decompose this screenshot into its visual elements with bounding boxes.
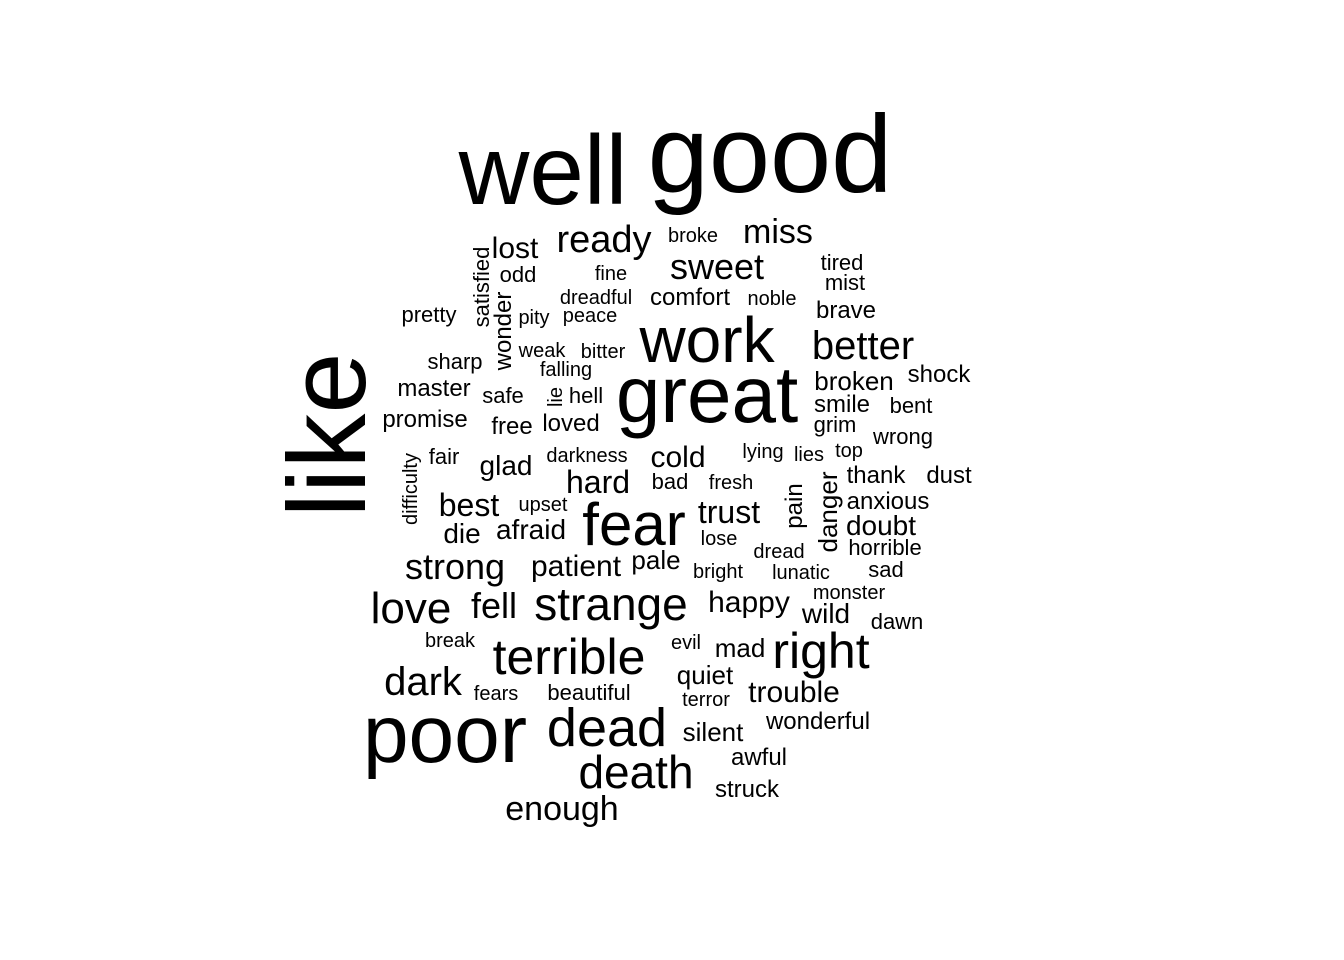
- word-dread: dread: [753, 541, 805, 563]
- word-trouble: trouble: [748, 676, 840, 709]
- word-mist: mist: [824, 270, 866, 295]
- word-sad: sad: [868, 557, 904, 582]
- word-terrible: terrible: [492, 629, 646, 685]
- word-grim: grim: [813, 412, 857, 437]
- word-master: master: [397, 375, 471, 402]
- word-lose: lose: [700, 528, 738, 550]
- word-awful: awful: [730, 744, 788, 771]
- word-fell: fell: [470, 585, 518, 626]
- word-strange: strange: [534, 578, 688, 630]
- word-well: well: [458, 115, 628, 225]
- word-wrong: wrong: [873, 424, 933, 449]
- word-dawn: dawn: [870, 609, 924, 634]
- word-death: death: [578, 746, 694, 798]
- word-sweet: sweet: [669, 246, 765, 287]
- word-ready: ready: [556, 219, 652, 261]
- word-falling: falling: [539, 359, 593, 381]
- word-afraid: afraid: [495, 514, 567, 545]
- word-comfort: comfort: [649, 284, 731, 311]
- word-fine: fine: [594, 263, 628, 285]
- word-anxious: anxious: [846, 488, 930, 515]
- word-noble: noble: [747, 288, 797, 310]
- word-mad: mad: [714, 633, 766, 663]
- word-difficulty: difficulty: [400, 453, 422, 525]
- word-doubt: doubt: [845, 510, 917, 541]
- word-bright: bright: [692, 561, 744, 583]
- word-dark: dark: [384, 660, 462, 704]
- word-weak: weak: [518, 340, 566, 362]
- word-hell: hell: [568, 383, 604, 408]
- word-horrible: horrible: [848, 535, 922, 560]
- word-cold: cold: [650, 441, 706, 474]
- word-sharp: sharp: [427, 349, 483, 374]
- word-glad: glad: [479, 450, 533, 481]
- word-love: love: [370, 584, 452, 633]
- word-break: break: [424, 630, 476, 652]
- word-work: work: [639, 304, 775, 376]
- word-shock: shock: [907, 361, 971, 388]
- word-upset: upset: [518, 494, 568, 516]
- word-miss: miss: [743, 213, 813, 251]
- word-great: great: [615, 350, 799, 439]
- word-enough: enough: [505, 790, 619, 828]
- word-die: die: [443, 518, 481, 549]
- word-wonder: wonder: [490, 291, 517, 371]
- word-lie: lie: [545, 386, 567, 408]
- word-bitter: bitter: [580, 341, 626, 363]
- word-patient: patient: [530, 550, 622, 583]
- word-bent: bent: [889, 393, 933, 418]
- word-pain: pain: [781, 483, 808, 529]
- word-dead: dead: [546, 698, 668, 758]
- word-darkness: darkness: [546, 445, 628, 467]
- word-broke: broke: [667, 225, 719, 247]
- word-poor: poor: [362, 689, 528, 780]
- word-terror: terror: [682, 689, 730, 711]
- word-safe: safe: [482, 383, 524, 408]
- word-dreadful: dreadful: [559, 287, 633, 309]
- word-free: free: [491, 413, 533, 440]
- word-happy: happy: [708, 586, 790, 619]
- word-danger: danger: [813, 471, 843, 553]
- word-right: right: [772, 623, 870, 679]
- word-best: best: [438, 487, 500, 523]
- word-bad: bad: [651, 469, 689, 494]
- word-lunatic: lunatic: [772, 562, 830, 584]
- word-pity: pity: [518, 307, 550, 329]
- word-fair: fair: [428, 444, 460, 469]
- word-odd: odd: [499, 262, 537, 287]
- word-peace: peace: [562, 305, 618, 327]
- word-pretty: pretty: [401, 302, 457, 327]
- word-better: better: [811, 324, 915, 368]
- word-top: top: [835, 440, 863, 462]
- word-quiet: quiet: [676, 660, 734, 690]
- word-lost: lost: [491, 232, 539, 265]
- word-lying: lying: [742, 441, 784, 463]
- word-dust: dust: [926, 462, 972, 489]
- word-fears: fears: [473, 683, 519, 705]
- word-like: like: [266, 352, 389, 518]
- word-fresh: fresh: [708, 472, 754, 494]
- word-brave: brave: [815, 297, 877, 324]
- word-beautiful: beautiful: [547, 680, 631, 705]
- word-trust: trust: [697, 494, 761, 530]
- word-good: good: [647, 93, 893, 216]
- word-wonderful: wonderful: [765, 708, 871, 735]
- word-wild: wild: [801, 598, 851, 629]
- word-strong: strong: [404, 546, 506, 587]
- word-thank: thank: [846, 462, 906, 489]
- word-tired: tired: [820, 250, 864, 275]
- word-struck: struck: [714, 776, 780, 803]
- word-hard: hard: [565, 464, 631, 500]
- word-evil: evil: [670, 632, 702, 654]
- word-fear: fear: [582, 491, 686, 558]
- word-broken: broken: [814, 366, 894, 396]
- word-pale: pale: [631, 545, 681, 575]
- word-smile: smile: [813, 391, 871, 418]
- word-monster: monster: [812, 582, 886, 604]
- word-silent: silent: [682, 717, 744, 747]
- word-loved: loved: [542, 410, 600, 437]
- word-lies: lies: [793, 444, 825, 466]
- word-promise: promise: [382, 406, 468, 433]
